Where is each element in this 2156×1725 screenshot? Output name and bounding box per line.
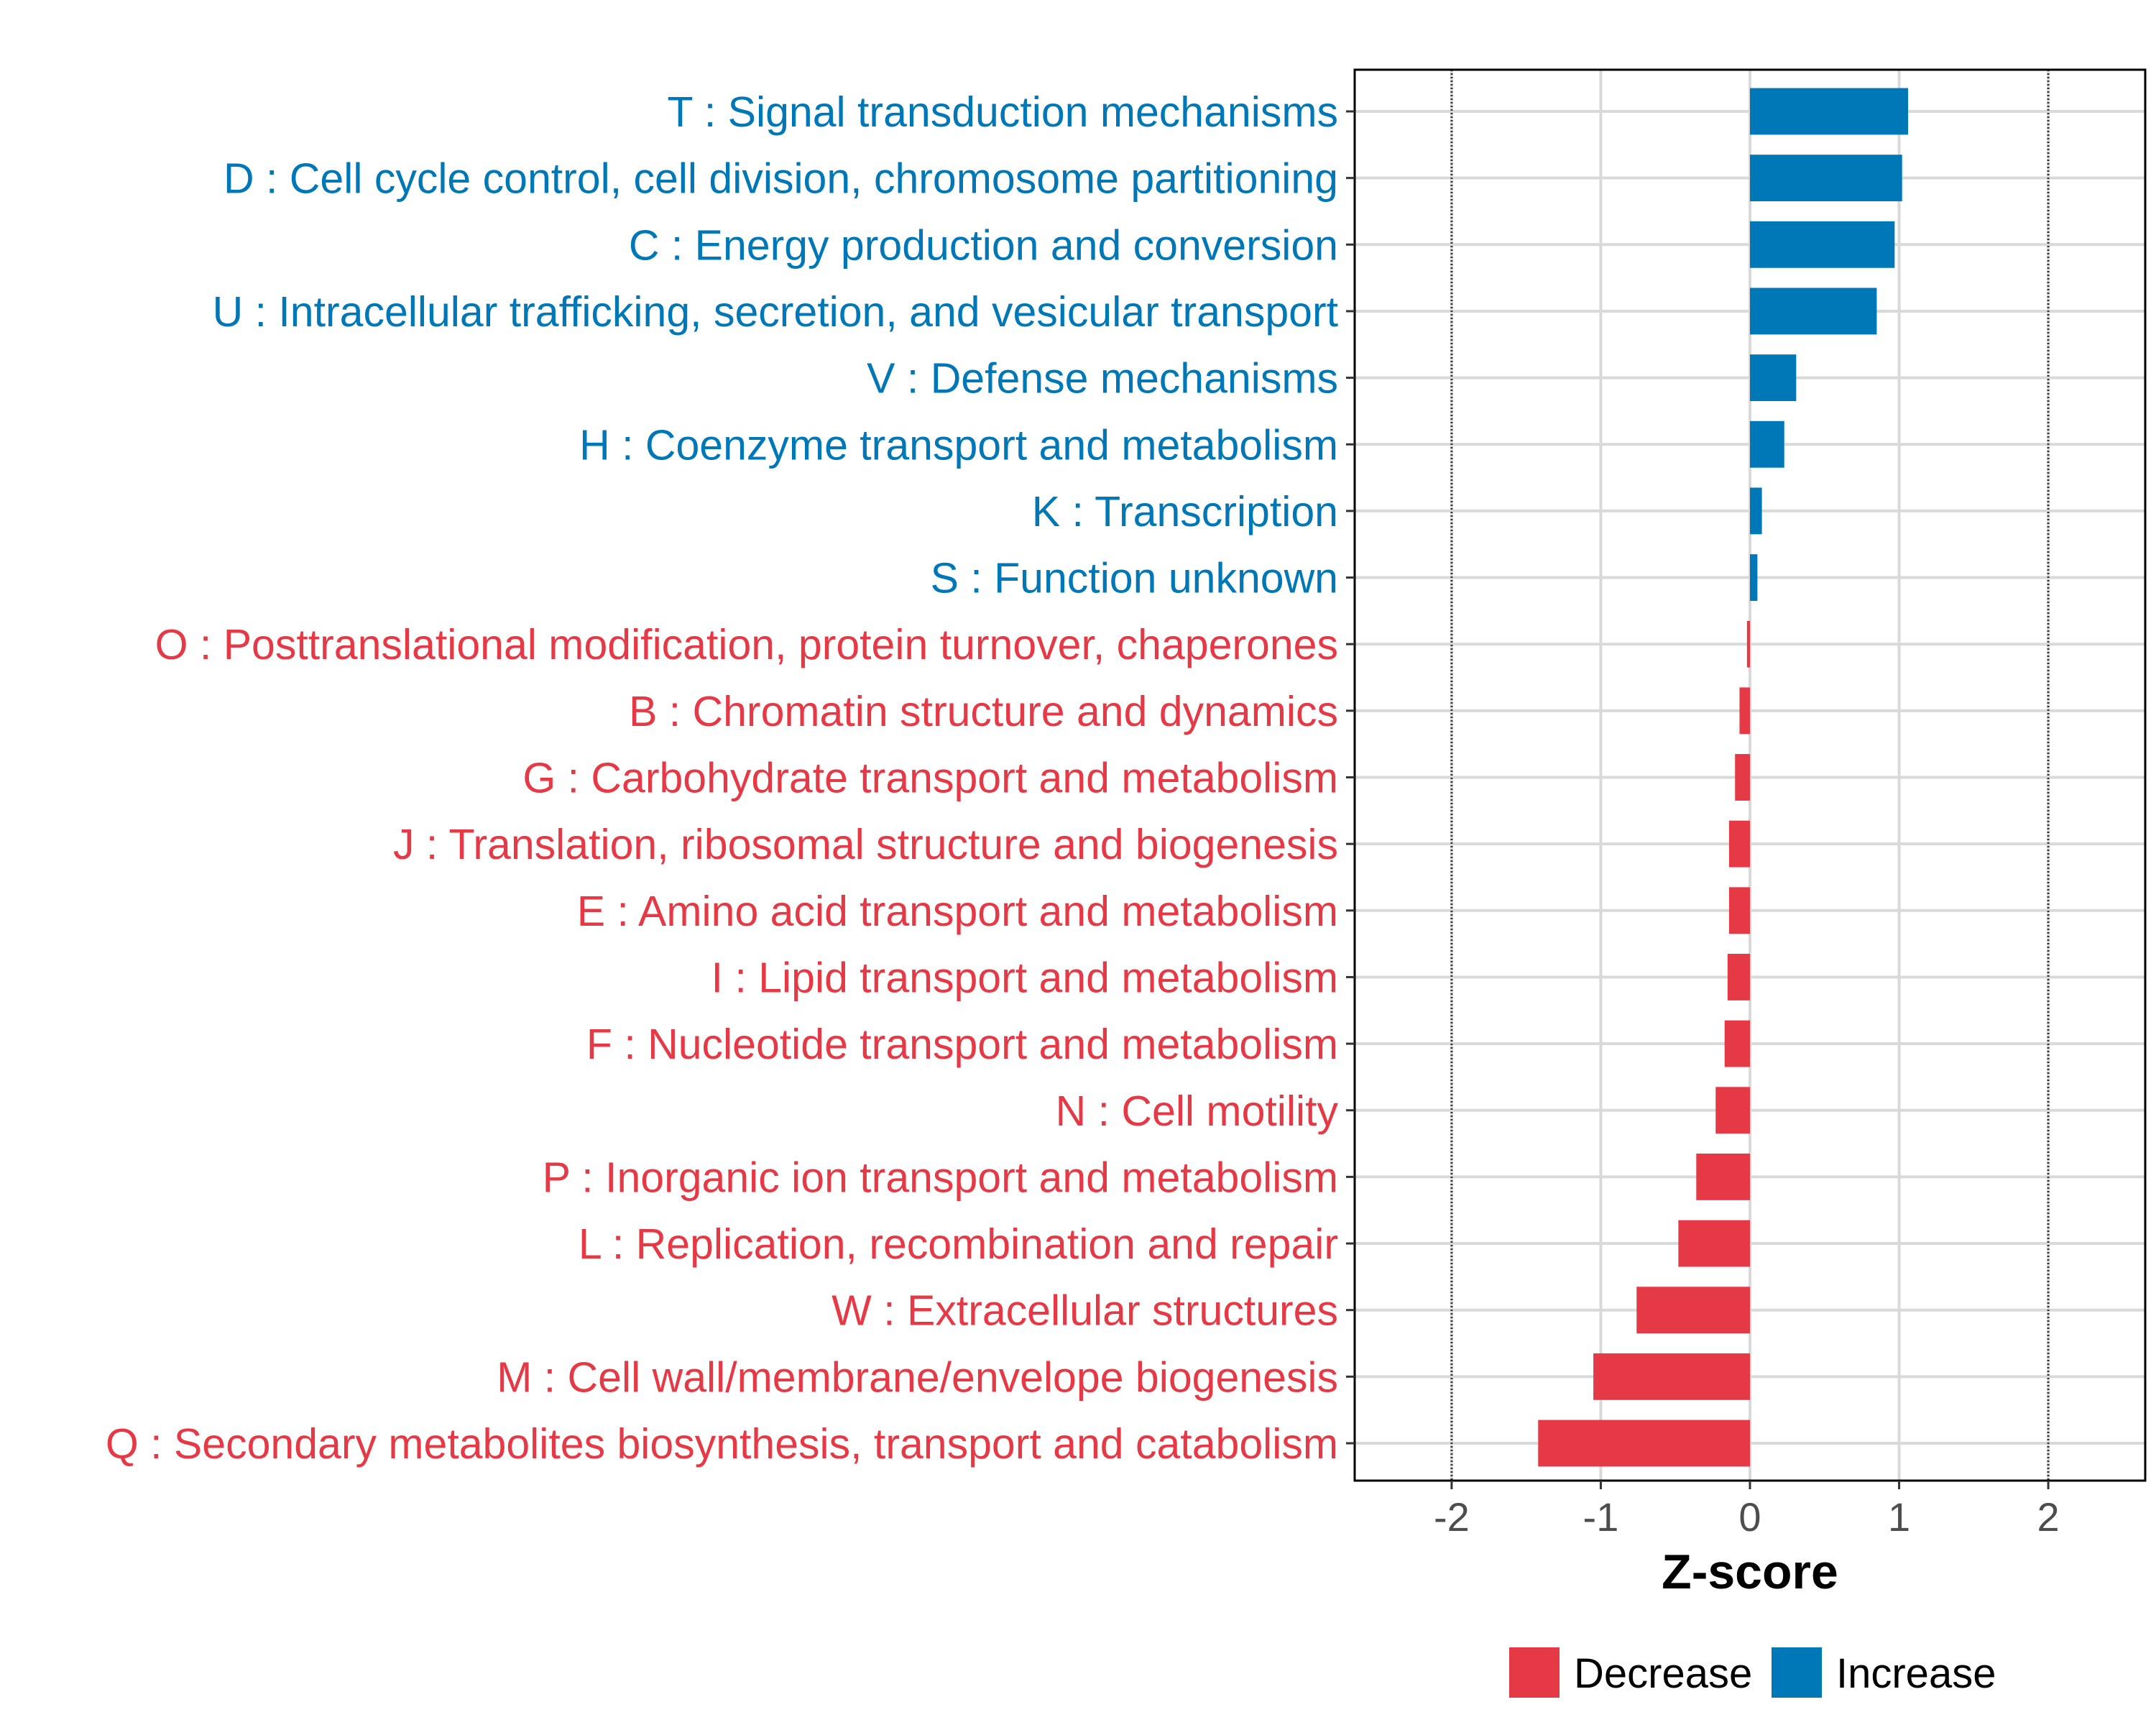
bar	[1746, 620, 1750, 668]
category-label: C : Energy production and conversion	[629, 221, 1338, 269]
category-label: M : Cell wall/membrane/envelope biogenes…	[497, 1353, 1338, 1401]
category-label: P : Inorganic ion transport and metaboli…	[543, 1154, 1338, 1201]
category-label: O : Posttranslational modification, prot…	[155, 621, 1338, 668]
category-labels: T : Signal transduction mechanisms D : Ce…	[106, 88, 1339, 1468]
x-tick-label: 0	[1738, 1494, 1761, 1540]
bar	[1750, 288, 1877, 335]
category-label: E : Amino acid transport and metabolism	[577, 888, 1338, 935]
category-label: J : Translation, ribosomal structure and…	[393, 821, 1338, 868]
bar	[1750, 354, 1797, 402]
category-label: S : Function unknown	[931, 555, 1338, 602]
bar	[1727, 954, 1750, 1000]
bar	[1739, 687, 1750, 735]
x-tick-label: -1	[1583, 1494, 1619, 1540]
bar	[1735, 754, 1750, 801]
legend-label-increase: Increase	[1836, 1650, 1996, 1697]
category-label: G : Carbohydrate transport and metabolis…	[522, 755, 1338, 802]
category-label: L : Replication, recombination and repai…	[579, 1220, 1338, 1268]
x-tick-label: 2	[2037, 1494, 2060, 1540]
bars	[1538, 88, 1908, 1467]
bar	[1538, 1420, 1750, 1467]
category-label: K : Transcription	[1032, 488, 1338, 535]
legend: Decrease Increase	[1509, 1647, 1996, 1698]
bar	[1750, 155, 1902, 202]
bar	[1593, 1353, 1750, 1400]
x-axis-title: Z-score	[1662, 1545, 1838, 1599]
bar	[1750, 221, 1895, 268]
x-tick-label: 1	[1888, 1494, 1910, 1540]
category-label: B : Chromatin structure and dynamics	[629, 688, 1338, 735]
bar	[1696, 1153, 1750, 1200]
bar	[1636, 1287, 1750, 1334]
category-label: H : Coenzyme transport and metabolism	[579, 421, 1338, 469]
reference-lines	[1450, 70, 2050, 1481]
bar	[1678, 1220, 1750, 1267]
category-label: D : Cell cycle control, cell division, c…	[224, 155, 1338, 203]
category-label: W : Extracellular structures	[831, 1287, 1338, 1335]
category-label: U : Intracellular trafficking, secretion…	[213, 288, 1338, 336]
bar	[1715, 1087, 1750, 1134]
bar	[1724, 1020, 1750, 1067]
y-axis-ticks	[1346, 110, 1355, 1445]
bar	[1728, 887, 1750, 934]
category-label: I : Lipid transport and metabolism	[711, 954, 1338, 1001]
category-label: N : Cell motility	[1056, 1087, 1339, 1135]
bar	[1750, 420, 1784, 468]
x-tick-label: -2	[1434, 1494, 1470, 1540]
legend-swatch-decrease	[1509, 1647, 1560, 1698]
legend-label-decrease: Decrease	[1574, 1650, 1752, 1697]
bar	[1728, 820, 1750, 868]
category-label: F : Nucleotide transport and metabolism	[586, 1021, 1338, 1068]
bar	[1750, 88, 1908, 135]
bar	[1750, 487, 1762, 535]
category-label: T : Signal transduction mechanisms	[667, 88, 1338, 136]
x-axis-ticks: -2 -1 0 1 2	[1434, 1481, 2060, 1540]
category-label: V : Defense mechanisms	[867, 355, 1338, 402]
legend-swatch-increase	[1772, 1647, 1822, 1698]
bar	[1750, 554, 1758, 601]
category-label: Q : Secondary metabolites biosynthesis, …	[106, 1420, 1338, 1468]
